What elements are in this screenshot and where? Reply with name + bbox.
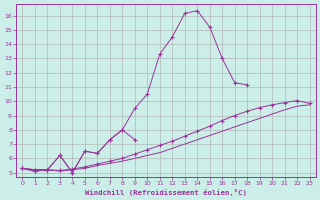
X-axis label: Windchill (Refroidissement éolien,°C): Windchill (Refroidissement éolien,°C) <box>85 189 247 196</box>
